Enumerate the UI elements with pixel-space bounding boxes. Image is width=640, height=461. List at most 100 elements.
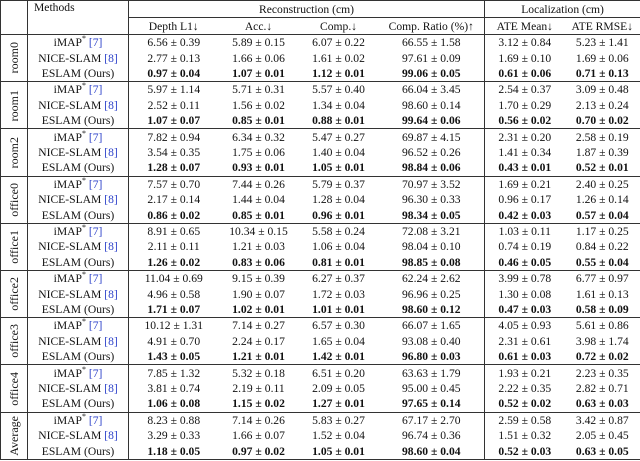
value-cell: 2.59 ± 0.58 [484,412,565,429]
method-name: ESLAM (Ours) [41,350,115,364]
value-cell: 2.19 ± 0.11 [232,382,285,396]
citation: [8] [104,146,118,159]
citation: [8] [104,98,118,112]
corner [0,0,28,35]
method-name: NICE-SLAM [38,98,102,112]
value-cell: 98.85 ± 0.08 [378,254,485,272]
value-cell: 72.08 ± 3.21 [402,225,461,239]
method-cell: iMAP* [7] [27,128,129,145]
value-cell: 3.81 ± 0.74 [147,382,201,396]
scene-cell: office1 [0,223,28,272]
value-cell: 0.96 ± 0.17 [484,192,565,208]
table-row: NICE-SLAM [8] 2.11 ± 0.11 1.21 ± 0.03 1.06 … [1,239,640,255]
method-name: NICE-SLAM [38,240,102,254]
table-body: room0 iMAP* [7] 6.56 ± 0.39 5.89 ± 0.15 6.07… [0,34,640,461]
method-cell: NICE-SLAM [8] [27,286,129,302]
method-cell: ESLAM (Ours) [27,443,129,461]
column-header: Acc.↓ [218,17,299,35]
method-name: ESLAM (Ours) [41,303,115,316]
value-cell: 0.71 ± 0.13 [564,65,640,83]
method-cell: ESLAM (Ours) [27,349,129,366]
method-name: ESLAM (Ours) [41,208,115,222]
method-name: iMAP [53,36,82,50]
value-cell: 6.07 ± 0.22 [312,36,365,50]
method-cell: NICE-SLAM [8] [27,192,129,208]
value-cell: 99.64 ± 0.06 [378,112,485,130]
value-cell: 1.66 ± 0.06 [232,51,285,65]
value-cell: 0.81 ± 0.01 [298,254,379,272]
table-row: NICE-SLAM [8] 2.17 ± 0.14 1.44 ± 0.04 1.28 … [1,192,640,208]
method-cell: NICE-SLAM [8] [27,97,129,113]
method-name: iMAP [53,366,82,380]
value-cell: 1.07 ± 0.01 [218,65,299,83]
value-cell: 2.11 ± 0.11 [147,240,200,254]
scene-label: office1 [6,230,21,264]
scene-label: office0 [6,182,21,217]
table-row: ESLAM (Ours) 1.26 ± 0.02 0.83 ± 0.06 0.81 ±… [1,254,640,272]
table-row: NICE-SLAM [8] 4.91 ± 0.70 2.24 ± 0.17 1.65 … [1,333,640,349]
value-cell: 9.15 ± 0.39 [232,272,285,286]
value-cell: 66.07 ± 1.65 [402,319,461,333]
value-cell: 5.58 ± 0.24 [312,225,365,239]
value-cell: 98.60 ± 0.12 [378,301,485,319]
value-cell: 0.55 ± 0.04 [564,254,640,272]
value-cell: 0.43 ± 0.01 [484,160,565,177]
value-cell: 2.77 ± 0.13 [147,51,201,65]
value-cell: 0.93 ± 0.01 [218,160,299,177]
value-cell: 1.30 ± 0.08 [484,286,565,302]
scene-label: room1 [6,89,21,121]
value-cell: 0.63 ± 0.05 [564,443,640,461]
value-cell: 2.17 ± 0.14 [147,193,201,207]
value-cell: 0.85 ± 0.01 [218,207,299,224]
value-cell: 0.96 ± 0.01 [298,207,379,224]
table-row: ESLAM (Ours) 0.97 ± 0.04 1.07 ± 0.01 1.12 ±… [1,65,640,83]
value-cell: 1.28 ± 0.07 [128,160,219,177]
method-mark: * [81,364,86,374]
citation: [8] [104,429,118,443]
value-cell: 2.82 ± 0.71 [575,382,629,396]
value-cell: 0.52 ± 0.01 [564,160,640,177]
value-cell: 1.71 ± 0.07 [128,301,219,319]
table-row: ESLAM (Ours) 1.43 ± 0.05 1.21 ± 0.01 1.42 ±… [1,349,640,366]
value-cell: 1.05 ± 0.01 [298,160,379,177]
column-header: Depth L1↓ [128,17,219,35]
table-row: ESLAM (Ours) 1.07 ± 0.07 0.85 ± 0.01 0.88 ±… [1,112,640,130]
value-cell: 0.52 ± 0.02 [484,396,565,413]
value-cell: 2.54 ± 0.37 [484,81,565,98]
value-cell: 98.60 ± 0.14 [402,98,461,112]
reconstruction-header: Reconstruction (cm) [128,0,485,18]
citation: [7] [88,83,103,97]
citation: [7] [88,177,103,191]
value-cell: 10.34 ± 0.15 [229,225,288,239]
value-cell: 2.05 ± 0.45 [575,429,629,443]
scene-label: office3 [6,324,21,359]
method-name: iMAP [53,225,82,239]
value-cell: 0.97 ± 0.02 [218,443,299,461]
scene-cell: office2 [0,270,28,319]
citation: [7] [88,319,103,333]
value-cell: 1.69 ± 0.21 [484,176,565,193]
scene-label: office2 [6,277,21,311]
value-cell: 1.26 ± 0.02 [128,254,219,272]
method-mark: * [81,270,86,280]
value-cell: 70.97 ± 3.52 [402,177,461,191]
value-cell: 1.52 ± 0.04 [312,429,365,443]
methods-header: Methods [27,0,129,35]
value-cell: 98.84 ± 0.06 [378,160,485,177]
method-name: ESLAM (Ours) [41,114,115,128]
value-cell: 6.77 ± 0.97 [575,272,629,286]
table-row: ESLAM (Ours) 1.06 ± 0.08 1.15 ± 0.02 1.27 ±… [1,396,640,413]
value-cell: 1.56 ± 0.02 [232,98,285,112]
value-cell: 0.58 ± 0.09 [564,301,640,319]
value-cell: 6.56 ± 0.39 [147,36,201,50]
scene-cell: Average [0,412,28,461]
method-name: iMAP [53,319,82,333]
value-cell: 11.04 ± 0.69 [144,272,203,286]
value-cell: 0.74 ± 0.19 [484,239,565,255]
value-cell: 96.96 ± 0.25 [402,287,461,301]
value-cell: 1.69 ± 0.10 [484,50,565,66]
value-cell: 1.26 ± 0.14 [575,193,629,207]
value-cell: 1.42 ± 0.01 [298,349,379,366]
